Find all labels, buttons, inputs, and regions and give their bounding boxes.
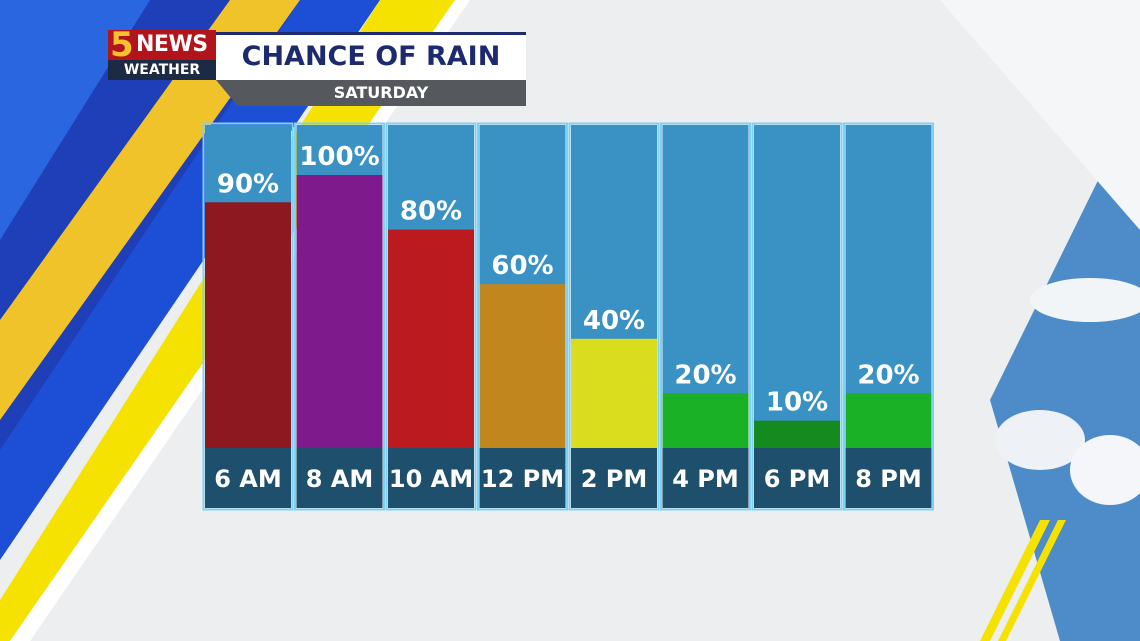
category-strip — [479, 448, 566, 508]
category-strip — [296, 448, 383, 508]
data-label: 10% — [766, 388, 828, 418]
category-label: 4 PM — [672, 465, 739, 493]
column-border — [477, 122, 568, 511]
category-strip — [662, 448, 749, 508]
category-strip — [205, 448, 291, 508]
logo-banner: 5 NEWS — [108, 26, 216, 64]
data-label: 40% — [583, 306, 645, 336]
column-border — [202, 122, 294, 511]
bar — [205, 202, 291, 448]
category-strip — [571, 448, 657, 508]
bar — [388, 229, 474, 448]
column-border — [660, 122, 751, 511]
category-label: 12 PM — [481, 465, 564, 493]
category-label: 2 PM — [581, 465, 648, 493]
title-box: CHANCE OF RAIN — [216, 32, 526, 80]
category-label: 6 AM — [214, 465, 282, 493]
data-label: 20% — [674, 360, 736, 390]
category-label: 6 PM — [764, 465, 831, 493]
logo-number: 5 — [110, 25, 134, 65]
category-strip — [845, 448, 932, 508]
category-strip — [754, 448, 840, 508]
bar — [662, 393, 749, 448]
column-border — [843, 122, 934, 511]
category-label: 8 AM — [306, 465, 374, 493]
bar — [845, 393, 932, 448]
category-label: 8 PM — [855, 465, 922, 493]
data-label: 100% — [299, 142, 379, 172]
subtitle-box: SATURDAY — [216, 80, 526, 106]
data-label: 80% — [400, 197, 462, 227]
station-logo: 5 NEWS WEATHER — [108, 26, 216, 80]
chart-subtitle: SATURDAY — [333, 83, 429, 102]
bar — [571, 338, 657, 448]
category-label: 10 AM — [389, 465, 473, 493]
column-border — [751, 122, 843, 511]
data-label: 20% — [857, 360, 919, 390]
column-border — [385, 122, 477, 511]
column-border — [568, 122, 660, 511]
column-background — [754, 125, 840, 448]
logo-word: NEWS — [136, 32, 208, 57]
category-strip — [388, 448, 474, 508]
chart-title: CHANCE OF RAIN — [241, 41, 501, 72]
bar — [754, 420, 840, 448]
column-border — [294, 122, 385, 511]
data-label: 60% — [491, 251, 553, 281]
data-label: 90% — [217, 169, 279, 199]
logo-subtitle: WEATHER — [108, 60, 216, 80]
bar — [296, 175, 383, 448]
bar — [479, 284, 566, 448]
